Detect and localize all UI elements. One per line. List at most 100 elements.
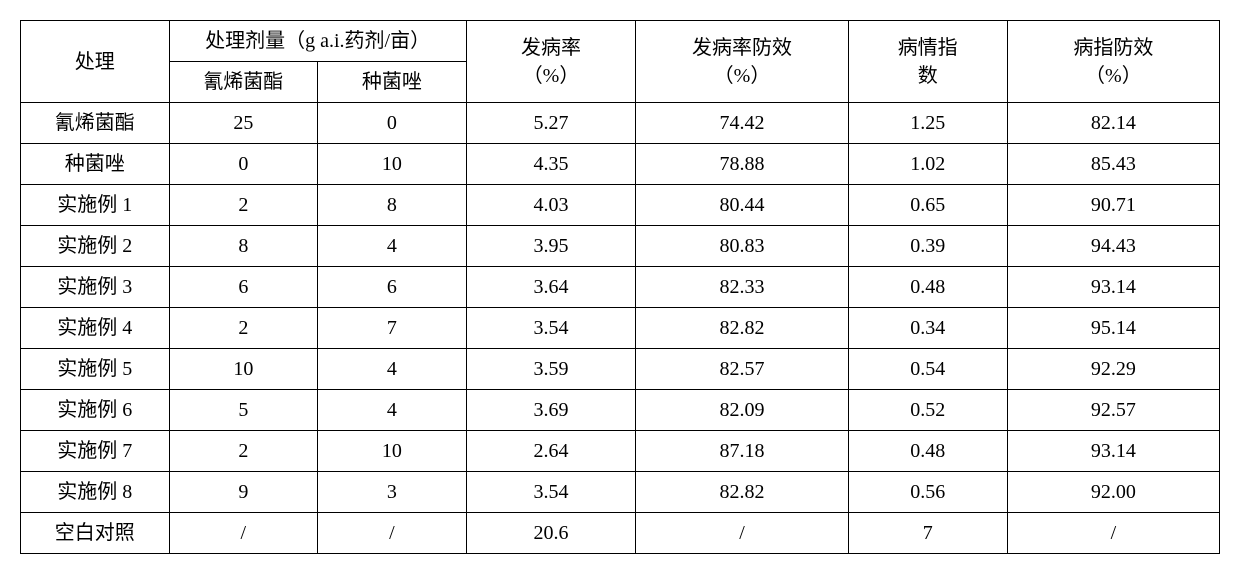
table-row: 实施例 6543.6982.090.5292.57 xyxy=(21,390,1220,431)
cell-rate-eff: 82.57 xyxy=(636,349,848,390)
cell-index-eff: 92.57 xyxy=(1007,390,1219,431)
cell-index-eff: 93.14 xyxy=(1007,431,1219,472)
cell-rate: 5.27 xyxy=(466,103,636,144)
header-dose-group: 处理剂量（g a.i.药剂/亩） xyxy=(169,21,466,62)
table-row: 氰烯菌酯2505.2774.421.2582.14 xyxy=(21,103,1220,144)
cell-index: 7 xyxy=(848,513,1007,554)
cell-treatment: 实施例 4 xyxy=(21,308,170,349)
cell-index-eff: 90.71 xyxy=(1007,185,1219,226)
cell-rate-eff: 74.42 xyxy=(636,103,848,144)
cell-index: 0.52 xyxy=(848,390,1007,431)
cell-rate-eff: 82.82 xyxy=(636,308,848,349)
table-body: 氰烯菌酯2505.2774.421.2582.14种菌唑0104.3578.88… xyxy=(21,103,1220,554)
cell-index-eff: 85.43 xyxy=(1007,144,1219,185)
cell-index-eff: / xyxy=(1007,513,1219,554)
cell-dose2: 6 xyxy=(318,267,467,308)
cell-dose2: 4 xyxy=(318,390,467,431)
cell-treatment: 实施例 3 xyxy=(21,267,170,308)
cell-rate-eff: 82.82 xyxy=(636,472,848,513)
header-row-1: 处理 处理剂量（g a.i.药剂/亩） 发病率 （%） 发病率防效 （%） 病情… xyxy=(21,21,1220,62)
cell-dose1: 2 xyxy=(169,308,318,349)
cell-dose1: 2 xyxy=(169,431,318,472)
header-index-label: 病情指 xyxy=(898,37,958,59)
cell-dose1: 0 xyxy=(169,144,318,185)
cell-index: 0.39 xyxy=(848,226,1007,267)
cell-dose1: 25 xyxy=(169,103,318,144)
table-header: 处理 处理剂量（g a.i.药剂/亩） 发病率 （%） 发病率防效 （%） 病情… xyxy=(21,21,1220,103)
cell-treatment: 氰烯菌酯 xyxy=(21,103,170,144)
cell-dose1: 10 xyxy=(169,349,318,390)
cell-dose2: 7 xyxy=(318,308,467,349)
cell-index: 0.54 xyxy=(848,349,1007,390)
cell-rate: 3.69 xyxy=(466,390,636,431)
cell-index: 0.48 xyxy=(848,431,1007,472)
cell-dose1: 8 xyxy=(169,226,318,267)
cell-treatment: 实施例 5 xyxy=(21,349,170,390)
cell-index-eff: 92.29 xyxy=(1007,349,1219,390)
cell-dose1: / xyxy=(169,513,318,554)
header-dose-col2: 种菌唑 xyxy=(318,62,467,103)
cell-dose2: / xyxy=(318,513,467,554)
table-row: 空白对照//20.6/7/ xyxy=(21,513,1220,554)
table-row: 种菌唑0104.3578.881.0285.43 xyxy=(21,144,1220,185)
cell-index-eff: 93.14 xyxy=(1007,267,1219,308)
cell-rate-eff: 87.18 xyxy=(636,431,848,472)
header-disease-index: 病情指 数 xyxy=(848,21,1007,103)
table-row: 实施例 4273.5482.820.3495.14 xyxy=(21,308,1220,349)
header-rate-eff-label: 发病率防效 xyxy=(692,37,792,59)
header-index-eff-unit: （%） xyxy=(1085,65,1142,87)
cell-index: 0.65 xyxy=(848,185,1007,226)
cell-index: 0.56 xyxy=(848,472,1007,513)
header-treatment: 处理 xyxy=(21,21,170,103)
cell-dose2: 0 xyxy=(318,103,467,144)
cell-rate-eff: 82.09 xyxy=(636,390,848,431)
cell-rate-eff: 82.33 xyxy=(636,267,848,308)
cell-index-eff: 94.43 xyxy=(1007,226,1219,267)
cell-dose1: 2 xyxy=(169,185,318,226)
cell-rate-eff: 78.88 xyxy=(636,144,848,185)
header-rate-label: 发病率 xyxy=(521,37,581,59)
cell-index: 0.34 xyxy=(848,308,1007,349)
cell-rate: 2.64 xyxy=(466,431,636,472)
cell-dose1: 5 xyxy=(169,390,318,431)
cell-dose2: 4 xyxy=(318,349,467,390)
table-row: 实施例 8933.5482.820.5692.00 xyxy=(21,472,1220,513)
cell-treatment: 实施例 2 xyxy=(21,226,170,267)
cell-rate: 3.54 xyxy=(466,308,636,349)
table-row: 实施例 1284.0380.440.6590.71 xyxy=(21,185,1220,226)
cell-treatment: 实施例 6 xyxy=(21,390,170,431)
cell-dose2: 3 xyxy=(318,472,467,513)
cell-rate: 3.95 xyxy=(466,226,636,267)
cell-rate: 3.54 xyxy=(466,472,636,513)
cell-index-eff: 92.00 xyxy=(1007,472,1219,513)
cell-index: 1.02 xyxy=(848,144,1007,185)
table-row: 实施例 72102.6487.180.4893.14 xyxy=(21,431,1220,472)
header-rate-eff-unit: （%） xyxy=(714,65,771,87)
data-table: 处理 处理剂量（g a.i.药剂/亩） 发病率 （%） 发病率防效 （%） 病情… xyxy=(20,20,1220,554)
cell-rate-eff: / xyxy=(636,513,848,554)
cell-dose2: 4 xyxy=(318,226,467,267)
cell-rate: 3.59 xyxy=(466,349,636,390)
cell-dose2: 8 xyxy=(318,185,467,226)
header-incidence-efficacy: 发病率防效 （%） xyxy=(636,21,848,103)
cell-dose2: 10 xyxy=(318,431,467,472)
cell-treatment: 实施例 1 xyxy=(21,185,170,226)
header-index-sub: 数 xyxy=(918,65,938,87)
cell-dose2: 10 xyxy=(318,144,467,185)
cell-index-eff: 82.14 xyxy=(1007,103,1219,144)
cell-dose1: 9 xyxy=(169,472,318,513)
header-index-eff-label: 病指防效 xyxy=(1073,37,1153,59)
cell-rate: 4.35 xyxy=(466,144,636,185)
cell-treatment: 种菌唑 xyxy=(21,144,170,185)
cell-rate-eff: 80.44 xyxy=(636,185,848,226)
table-row: 实施例 51043.5982.570.5492.29 xyxy=(21,349,1220,390)
header-rate-unit: （%） xyxy=(523,65,580,87)
table-row: 实施例 2843.9580.830.3994.43 xyxy=(21,226,1220,267)
cell-rate: 4.03 xyxy=(466,185,636,226)
table-row: 实施例 3663.6482.330.4893.14 xyxy=(21,267,1220,308)
cell-rate: 20.6 xyxy=(466,513,636,554)
cell-rate-eff: 80.83 xyxy=(636,226,848,267)
cell-index-eff: 95.14 xyxy=(1007,308,1219,349)
cell-dose1: 6 xyxy=(169,267,318,308)
cell-index: 1.25 xyxy=(848,103,1007,144)
